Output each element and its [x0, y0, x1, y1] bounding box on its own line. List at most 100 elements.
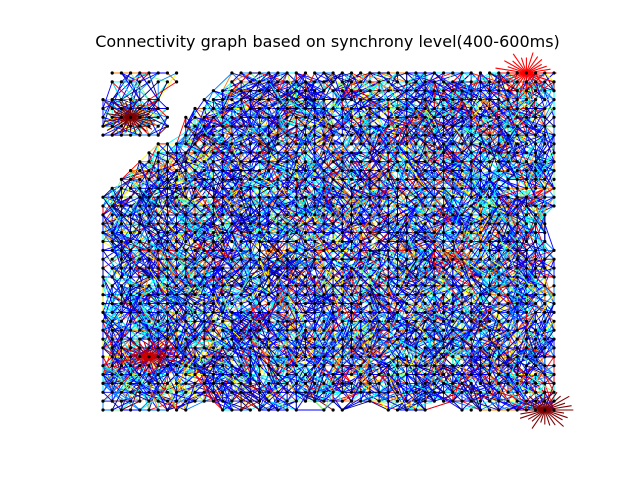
graph-edge	[397, 99, 408, 118]
graph-edge	[249, 125, 260, 145]
graph-edge	[111, 81, 122, 100]
graph-edge	[351, 90, 362, 118]
graph-edge	[102, 99, 113, 118]
graph-edge	[434, 72, 463, 92]
graph-edge	[535, 108, 546, 118]
graph-edge	[240, 117, 251, 136]
graph-edge	[424, 81, 435, 100]
graph-edge	[305, 90, 316, 109]
graph-edge	[544, 81, 555, 92]
graph-edge	[387, 81, 398, 100]
graph-edge	[544, 72, 555, 83]
graph-edge	[305, 90, 334, 101]
graph-edge	[305, 72, 316, 91]
graph-edge	[231, 134, 260, 145]
graph-edge	[434, 99, 463, 118]
graph-edge	[535, 108, 546, 127]
graph-edge	[212, 99, 224, 127]
graph-edge	[443, 90, 454, 118]
graph-edge	[194, 108, 205, 136]
graph-edge	[203, 108, 214, 118]
graph-edge	[277, 72, 288, 91]
graph-edge	[378, 125, 407, 136]
graph-edge	[544, 99, 555, 118]
graph-edge	[332, 72, 343, 100]
graph-edge	[277, 116, 297, 127]
graph-edge	[397, 108, 426, 118]
graph-edge	[369, 99, 398, 118]
graph-edge	[240, 90, 269, 109]
graph-edge	[424, 117, 435, 136]
graph-edge	[305, 81, 316, 100]
graph-edge	[185, 108, 196, 136]
graph-edge	[102, 187, 113, 198]
graph-edge	[544, 116, 555, 127]
graph-edge	[434, 108, 463, 118]
graph-edge	[507, 134, 527, 145]
graph-edge	[424, 99, 435, 118]
graph-edge	[121, 72, 141, 100]
graph-edge	[277, 125, 297, 136]
graph-edge	[507, 108, 536, 118]
graph-edge	[111, 81, 122, 109]
graph-edge	[250, 72, 269, 83]
graph-edge	[434, 90, 463, 109]
graph-edge	[231, 116, 260, 145]
graph-edge	[111, 72, 131, 100]
graph-edge	[277, 108, 288, 136]
graph-edge	[139, 72, 159, 100]
graph-edge	[480, 99, 500, 127]
graph-edge	[369, 99, 380, 127]
graph-edge	[461, 99, 472, 127]
graph-edge	[323, 117, 334, 136]
graph-edge	[102, 99, 122, 109]
graph-edge	[231, 108, 242, 127]
graph-edge	[480, 116, 499, 127]
graph-edge	[213, 108, 233, 118]
edge-layer	[102, 72, 555, 411]
graph-edge	[461, 99, 490, 118]
graph-edge	[342, 90, 371, 101]
graph-edge	[157, 72, 177, 100]
graph-edge	[277, 90, 297, 118]
graph-edge	[406, 72, 417, 83]
graph-edge	[323, 125, 343, 136]
graph-edge	[148, 116, 168, 127]
graph-edge	[415, 108, 444, 127]
graph-edge	[323, 72, 343, 83]
graph-edge	[250, 99, 279, 118]
graph-edge	[130, 72, 150, 83]
graph-edge	[157, 99, 168, 109]
graph-edge	[369, 125, 389, 136]
graph-edge	[130, 72, 159, 100]
graph-edge	[387, 99, 398, 127]
graph-edge	[305, 81, 334, 100]
graph-edge	[480, 72, 490, 83]
graph-edge	[424, 99, 435, 127]
graph-edge	[259, 90, 279, 118]
graph-edge	[121, 72, 131, 83]
graph-edge	[351, 90, 362, 109]
graph-edge	[351, 99, 380, 118]
graph-edge	[341, 72, 352, 100]
graph-edge	[461, 116, 490, 136]
graph-edge	[203, 125, 214, 145]
graph-edge	[461, 90, 481, 118]
graph-edge	[231, 72, 251, 83]
graph-edge	[203, 108, 214, 136]
graph-edge	[222, 116, 251, 136]
graph-edge	[222, 90, 233, 109]
graph-edge	[259, 90, 279, 101]
graph-edge	[461, 72, 490, 83]
graph-edge	[277, 81, 306, 100]
graph-edge	[489, 108, 509, 136]
graph-edge	[415, 72, 435, 100]
graph-edge	[360, 134, 380, 145]
graph-edge	[323, 72, 334, 91]
graph-edge	[130, 72, 150, 100]
graph-edge	[360, 81, 389, 92]
graph-edge	[139, 72, 159, 83]
graph-edge	[369, 72, 380, 83]
graph-edge	[249, 108, 260, 127]
